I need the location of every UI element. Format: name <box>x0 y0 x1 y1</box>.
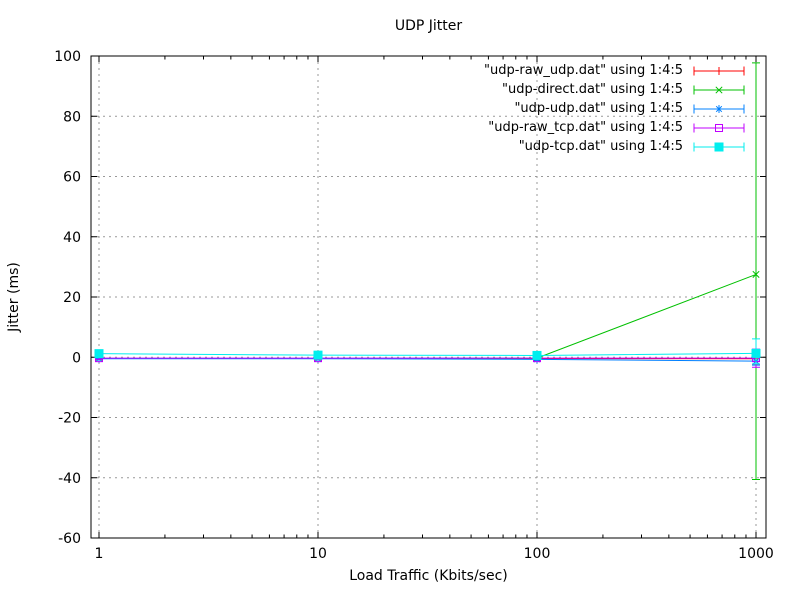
svg-text:0: 0 <box>72 350 81 366</box>
plot-border <box>90 55 767 539</box>
svg-text:20: 20 <box>63 290 81 306</box>
legend: "udp-raw_udp.dat" using 1:4:5 "udp-direct… <box>484 61 745 156</box>
legend-item: "udp-udp.dat" using 1:4:5 <box>484 99 745 118</box>
x-axis-label: Load Traffic (Kbits/sec) <box>349 568 508 584</box>
legend-label: "udp-raw_udp.dat" using 1:4:5 <box>484 63 683 78</box>
legend-item: "udp-raw_tcp.dat" using 1:4:5 <box>484 118 745 137</box>
series-3-udp-raw_tcp-datusing145 <box>95 348 760 368</box>
legend-sample-cross-icon <box>693 85 745 94</box>
svg-text:100: 100 <box>524 546 551 562</box>
data-series <box>94 62 761 481</box>
svg-text:40: 40 <box>63 230 81 246</box>
legend-item: "udp-tcp.dat" using 1:4:5 <box>484 137 745 156</box>
legend-item: "udp-raw_udp.dat" using 1:4:5 <box>484 61 745 80</box>
svg-text:10: 10 <box>309 546 327 562</box>
chart-title: UDP Jitter <box>394 18 463 34</box>
legend-sample-asterisk-icon <box>693 104 745 113</box>
svg-text:1: 1 <box>95 546 104 562</box>
legend-label: "udp-udp.dat" using 1:4:5 <box>514 101 683 116</box>
legend-label: "udp-raw_tcp.dat" using 1:4:5 <box>488 120 683 135</box>
svg-text:80: 80 <box>63 109 81 125</box>
series-2-udp-udp-datusing145 <box>95 354 760 366</box>
series-4-udp-tcp-datusing145 <box>94 338 761 365</box>
svg-text:-40: -40 <box>58 471 81 487</box>
legend-item: "udp-direct.dat" using 1:4:5 <box>484 80 745 99</box>
tick-labels: -60 -40 -20 0 20 40 60 80 100 1 10 100 1000 <box>54 49 774 562</box>
svg-text:100: 100 <box>54 49 81 65</box>
legend-sample-square-filled-icon <box>693 142 745 151</box>
legend-label: "udp-tcp.dat" using 1:4:5 <box>518 139 683 154</box>
legend-sample-square-open-icon <box>693 123 745 132</box>
svg-text:-20: -20 <box>58 411 81 427</box>
legend-sample-plus-icon <box>693 66 745 75</box>
svg-text:1000: 1000 <box>738 546 774 562</box>
svg-text:60: 60 <box>63 170 81 186</box>
legend-label: "udp-direct.dat" using 1:4:5 <box>502 82 683 97</box>
svg-text:-60: -60 <box>58 531 81 547</box>
